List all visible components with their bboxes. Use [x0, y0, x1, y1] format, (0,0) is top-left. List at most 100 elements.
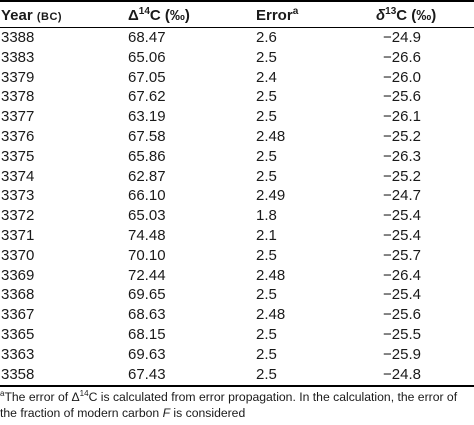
cell-error: 2.48 — [256, 127, 286, 145]
cell-delta14c: 67.43 — [128, 365, 166, 383]
cell-delta14c: 67.58 — [128, 127, 166, 145]
cell-delta14c: 67.05 — [128, 68, 166, 86]
cell-year: 3383 — [1, 48, 35, 66]
cell-delta14c: 68.15 — [128, 325, 166, 343]
cell-error: 2.5 — [256, 325, 277, 343]
cell-delta14c: 68.63 — [128, 306, 166, 324]
cell-delta13c: −25.6 — [383, 306, 421, 324]
table-row: 3367 68.63 2.48 −25.6 — [0, 305, 474, 325]
header-error: Errora — [256, 6, 299, 24]
cell-year: 3388 — [1, 29, 35, 46]
cell-error: 2.5 — [256, 286, 277, 304]
table-row: 3388 68.47 2.6 −24.9 — [0, 28, 474, 48]
cell-year: 3371 — [1, 226, 35, 244]
cell-delta13c: −25.2 — [383, 127, 421, 145]
table-row: 3377 63.19 2.5 −26.1 — [0, 107, 474, 127]
cell-year: 3365 — [1, 325, 35, 343]
table-row: 3374 62.87 2.5 −25.2 — [0, 167, 474, 187]
cell-year: 3379 — [1, 68, 35, 86]
cell-delta14c: 62.87 — [128, 167, 166, 185]
cell-error: 2.5 — [256, 48, 277, 66]
cell-error: 2.5 — [256, 167, 277, 185]
cell-year: 3377 — [1, 108, 35, 126]
cell-delta14c: 65.03 — [128, 207, 166, 225]
cell-year: 3376 — [1, 127, 35, 145]
table-row: 3378 67.62 2.5 −25.6 — [0, 87, 474, 107]
cell-delta13c: −25.2 — [383, 167, 421, 185]
cell-year: 3367 — [1, 306, 35, 324]
cell-error: 2.49 — [256, 187, 286, 205]
cell-error: 2.5 — [256, 108, 277, 126]
table-row: 3373 66.10 2.49 −24.7 — [0, 186, 474, 206]
cell-delta13c: −24.8 — [383, 365, 421, 383]
cell-year: 3372 — [1, 207, 35, 225]
cell-error: 2.6 — [256, 29, 277, 46]
cell-year: 3373 — [1, 187, 35, 205]
cell-error: 2.5 — [256, 345, 277, 363]
cell-delta14c: 65.86 — [128, 147, 166, 165]
table-top-rule — [0, 0, 474, 2]
cell-delta13c: −26.3 — [383, 147, 421, 165]
cell-error: 2.5 — [256, 147, 277, 165]
cell-delta14c: 69.63 — [128, 345, 166, 363]
cell-error: 2.4 — [256, 68, 277, 86]
cell-error: 2.1 — [256, 226, 277, 244]
cell-year: 3358 — [1, 365, 35, 383]
table-row: 3363 69.63 2.5 −25.9 — [0, 345, 474, 365]
table-row: 3375 65.86 2.5 −26.3 — [0, 147, 474, 167]
cell-year: 3368 — [1, 286, 35, 304]
table-row: 3370 70.10 2.5 −25.7 — [0, 246, 474, 266]
cell-delta13c: −25.7 — [383, 246, 421, 264]
table-row: 3376 67.58 2.48 −25.2 — [0, 127, 474, 147]
cell-error: 2.5 — [256, 246, 277, 264]
header-delta14c: Δ14C (‰) — [128, 6, 190, 24]
table-row: 3383 65.06 2.5 −26.6 — [0, 48, 474, 68]
table-row: 3371 74.48 2.1 −25.4 — [0, 226, 474, 246]
cell-error: 2.5 — [256, 88, 277, 106]
header-year: Year (BC) — [1, 7, 63, 24]
cell-delta14c: 72.44 — [128, 266, 166, 284]
cell-error: 2.48 — [256, 266, 286, 284]
cell-delta13c: −24.7 — [383, 187, 421, 205]
cell-year: 3363 — [1, 345, 35, 363]
cell-delta14c: 74.48 — [128, 226, 166, 244]
cell-delta13c: −25.5 — [383, 325, 421, 343]
cell-delta13c: −26.1 — [383, 108, 421, 126]
cell-delta13c: −26.4 — [383, 266, 421, 284]
cell-delta14c: 67.62 — [128, 88, 166, 106]
cell-year: 3375 — [1, 147, 35, 165]
cell-delta14c: 70.10 — [128, 246, 166, 264]
table-row: 3358 67.43 2.5 −24.8 — [0, 365, 474, 385]
cell-year: 3370 — [1, 246, 35, 264]
cell-delta14c: 69.65 — [128, 286, 166, 304]
cell-delta13c: −25.4 — [383, 226, 421, 244]
cell-delta13c: −24.9 — [383, 29, 421, 46]
cell-error: 2.48 — [256, 306, 286, 324]
table-header: Year (BC) Δ14C (‰) Errora δ13C (‰) — [0, 2, 474, 27]
table-bottom-rule — [0, 385, 474, 387]
table-footnote: aThe error of Δ14C is calculated from er… — [0, 388, 458, 420]
cell-year: 3374 — [1, 167, 35, 185]
cell-delta14c: 63.19 — [128, 108, 166, 126]
table-row: 3365 68.15 2.5 −25.5 — [0, 325, 474, 345]
header-delta13c: δ13C (‰) — [376, 6, 437, 24]
table-header-rule — [0, 27, 474, 28]
cell-delta13c: −26.0 — [383, 68, 421, 86]
cell-delta13c: −25.6 — [383, 88, 421, 106]
cell-year: 3369 — [1, 266, 35, 284]
cell-error: 1.8 — [256, 207, 277, 225]
table-row: 3369 72.44 2.48 −26.4 — [0, 266, 474, 286]
cell-delta14c: 65.06 — [128, 48, 166, 66]
table-body: 3388 68.47 2.6 −24.9 3383 65.06 2.5 −26.6 3379 67… — [0, 28, 474, 384]
cell-year: 3378 — [1, 88, 35, 106]
cell-delta13c: −25.4 — [383, 286, 421, 304]
cell-error: 2.5 — [256, 365, 277, 383]
table-row: 3372 65.03 1.8 −25.4 — [0, 206, 474, 226]
table-row: 3379 67.05 2.4 −26.0 — [0, 68, 474, 88]
cell-delta13c: −26.6 — [383, 48, 421, 66]
table-row: 3368 69.65 2.5 −25.4 — [0, 285, 474, 305]
cell-delta14c: 68.47 — [128, 29, 166, 46]
cell-delta14c: 66.10 — [128, 187, 166, 205]
cell-delta13c: −25.9 — [383, 345, 421, 363]
cell-delta13c: −25.4 — [383, 207, 421, 225]
